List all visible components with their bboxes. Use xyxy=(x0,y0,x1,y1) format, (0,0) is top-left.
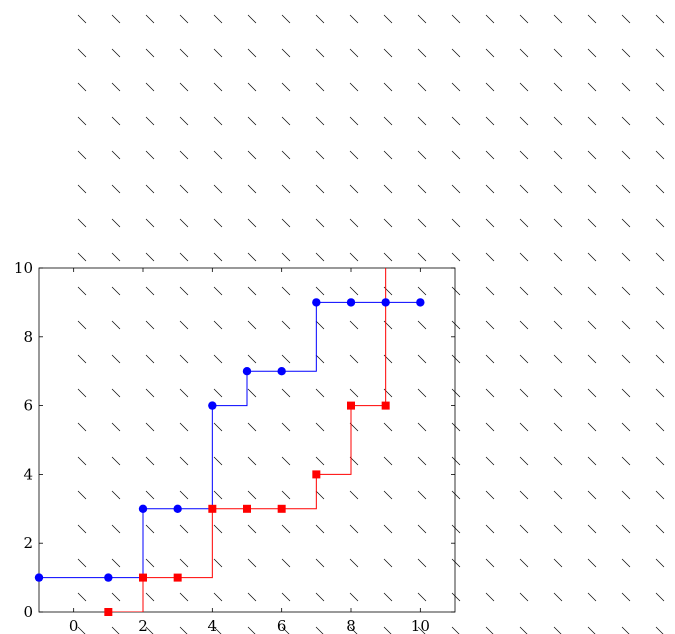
series-1-point xyxy=(312,298,321,307)
x-tick-label: 2 xyxy=(138,617,148,634)
series-1-point xyxy=(104,573,113,582)
series-2-line xyxy=(108,268,387,612)
series-1-point xyxy=(173,504,182,513)
axes: 0 2 4 6 8 10 0 2 4 6 8 10 xyxy=(14,259,456,634)
x-tick-label: 4 xyxy=(208,617,218,634)
series-2-point xyxy=(381,401,390,410)
plot-frame xyxy=(38,267,456,613)
series-2-point xyxy=(347,401,355,410)
series-2-point xyxy=(243,504,251,513)
y-tick-label: 2 xyxy=(23,534,33,552)
y-tick-label: 0 xyxy=(23,603,33,621)
series-2-point xyxy=(104,608,113,616)
diagonal-hatch-background xyxy=(77,14,665,634)
y-tick-label: 10 xyxy=(14,259,33,277)
series-1-point xyxy=(381,298,390,307)
y-tick-label: 4 xyxy=(23,465,33,483)
y-tick-label: 8 xyxy=(23,328,33,346)
series-2-point xyxy=(139,573,147,582)
series-group xyxy=(39,268,421,612)
y-tick-label: 6 xyxy=(23,397,33,415)
x-tick-label: 8 xyxy=(346,617,356,634)
x-tick-label: 10 xyxy=(411,617,430,634)
x-tick-label: 6 xyxy=(277,617,287,634)
x-tick-label: 0 xyxy=(69,617,79,634)
series-2-point xyxy=(277,504,286,513)
hatch-lines xyxy=(77,14,665,634)
series-2-point xyxy=(208,504,217,513)
series-2-point xyxy=(173,573,182,582)
series-1-point xyxy=(277,367,286,376)
series-1-line xyxy=(39,301,421,579)
markers-group xyxy=(34,298,425,616)
series-1-point xyxy=(208,401,217,410)
series-1-point xyxy=(34,573,44,582)
series-2-point xyxy=(312,470,321,479)
series-1-point xyxy=(242,367,252,376)
series-1-point xyxy=(346,298,356,307)
series-1-point xyxy=(138,504,148,513)
series-1-point xyxy=(416,298,425,307)
